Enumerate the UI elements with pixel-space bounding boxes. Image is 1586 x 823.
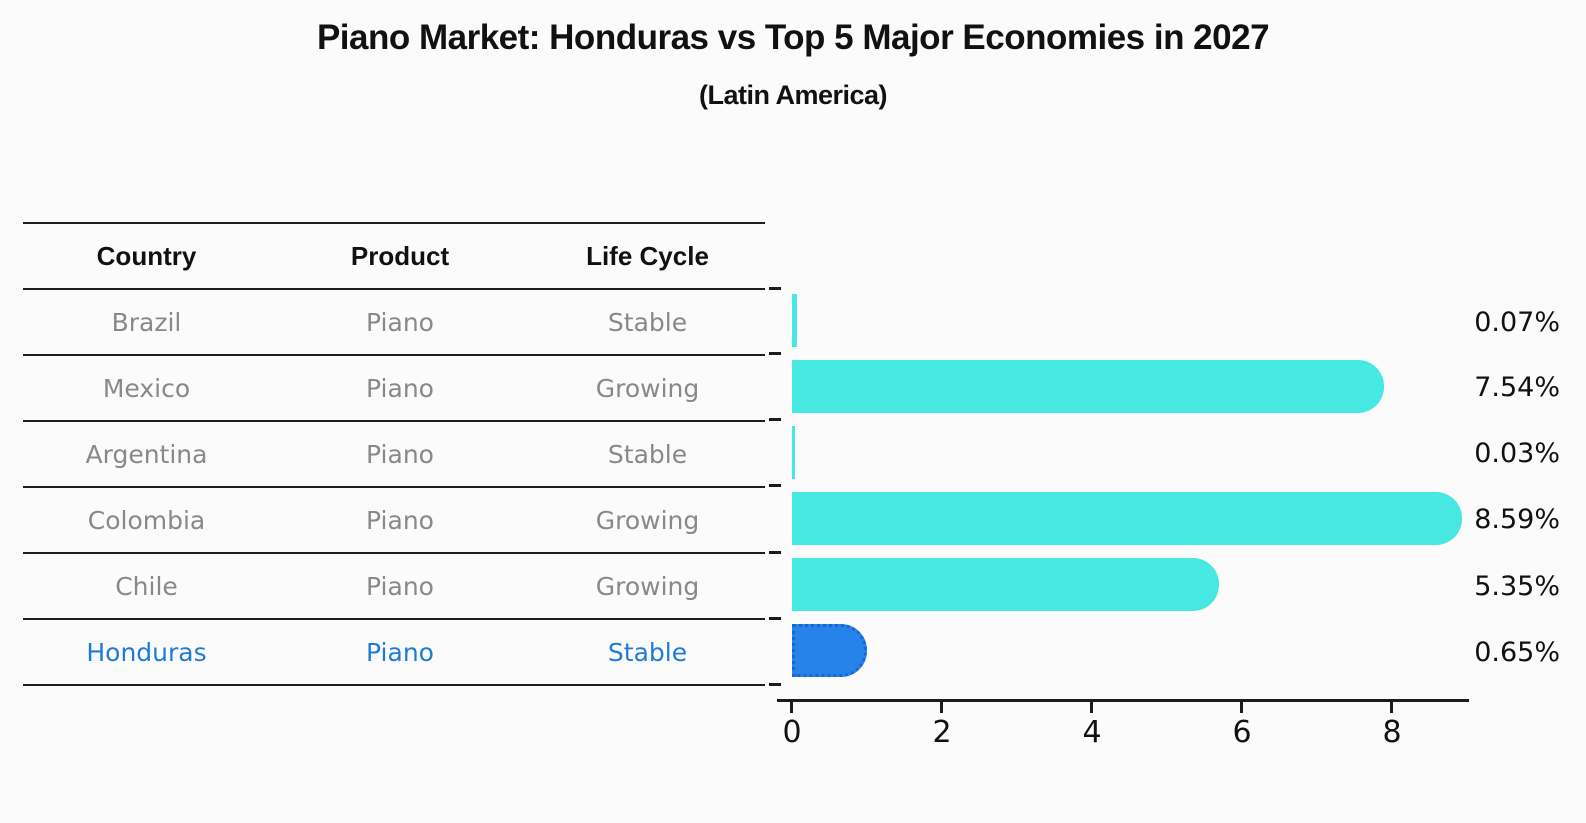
col-header-lifecycle: Life Cycle bbox=[586, 240, 709, 271]
x-axis-tick bbox=[790, 702, 793, 713]
y-axis-tick bbox=[769, 418, 781, 421]
table-row: Colombia Piano Growing bbox=[23, 488, 765, 554]
cell-product: Piano bbox=[366, 373, 434, 403]
table-row: Brazil Piano Stable bbox=[23, 290, 765, 356]
x-tick-label: 4 bbox=[1082, 715, 1102, 750]
x-tick-label: 8 bbox=[1382, 715, 1402, 750]
value-label: 8.59% bbox=[1474, 504, 1560, 535]
bar-chile bbox=[792, 558, 1220, 611]
cell-product: Piano bbox=[366, 307, 434, 337]
table-row: Argentina Piano Stable bbox=[23, 422, 765, 488]
cell-product: Piano bbox=[366, 439, 434, 469]
y-axis-tick bbox=[769, 551, 781, 554]
x-tick-label: 2 bbox=[932, 715, 952, 750]
x-axis-tick bbox=[1240, 702, 1243, 713]
cell-lifecycle: Growing bbox=[595, 505, 700, 535]
table-row: Mexico Piano Growing bbox=[23, 356, 765, 422]
country-table: Country Product Life Cycle Brazil Piano … bbox=[23, 222, 765, 686]
cell-country: Chile bbox=[115, 571, 178, 601]
x-axis-line bbox=[777, 699, 1469, 702]
cell-product: Piano bbox=[366, 505, 434, 535]
value-label: 0.07% bbox=[1474, 307, 1560, 338]
x-axis-tick bbox=[940, 702, 943, 713]
cell-lifecycle: Stable bbox=[607, 637, 688, 667]
value-label: 7.54% bbox=[1474, 372, 1560, 403]
bar-colombia bbox=[792, 492, 1463, 545]
cell-country: Colombia bbox=[87, 505, 206, 535]
table-header-row: Country Product Life Cycle bbox=[23, 224, 765, 290]
y-axis-tick bbox=[769, 683, 781, 686]
col-header-product: Product bbox=[350, 240, 450, 271]
bar-mexico bbox=[792, 360, 1384, 413]
bar-honduras-highlighted bbox=[792, 624, 867, 677]
cell-country: Argentina bbox=[85, 439, 208, 469]
bar-brazil bbox=[792, 294, 798, 347]
cell-lifecycle: Growing bbox=[595, 571, 700, 601]
cell-country: Honduras bbox=[86, 637, 207, 667]
y-axis-tick bbox=[769, 352, 781, 355]
chart-subtitle: (Latin America) bbox=[698, 80, 888, 110]
table-row: Chile Piano Growing bbox=[23, 554, 765, 620]
cell-lifecycle: Stable bbox=[607, 307, 688, 337]
y-axis-tick bbox=[769, 484, 781, 487]
value-label: 5.35% bbox=[1474, 571, 1560, 602]
chart-title: Piano Market: Honduras vs Top 5 Major Ec… bbox=[316, 18, 1270, 57]
value-label: 0.03% bbox=[1474, 438, 1560, 469]
cell-lifecycle: Stable bbox=[607, 439, 688, 469]
col-header-country: Country bbox=[96, 240, 197, 271]
cell-country: Brazil bbox=[111, 307, 182, 337]
x-axis-tick bbox=[1090, 702, 1093, 713]
table-row-highlighted: Honduras Piano Stable bbox=[23, 620, 765, 686]
x-tick-label: 0 bbox=[782, 715, 802, 750]
y-axis-tick bbox=[769, 287, 781, 290]
cell-country: Mexico bbox=[102, 373, 191, 403]
x-axis-tick bbox=[1390, 702, 1393, 713]
cell-product: Piano bbox=[366, 637, 434, 667]
bar-argentina bbox=[792, 426, 795, 479]
x-tick-label: 6 bbox=[1232, 715, 1252, 750]
y-axis-tick bbox=[769, 617, 781, 620]
cell-lifecycle: Growing bbox=[595, 373, 700, 403]
cell-product: Piano bbox=[366, 571, 434, 601]
value-label: 0.65% bbox=[1474, 637, 1560, 668]
